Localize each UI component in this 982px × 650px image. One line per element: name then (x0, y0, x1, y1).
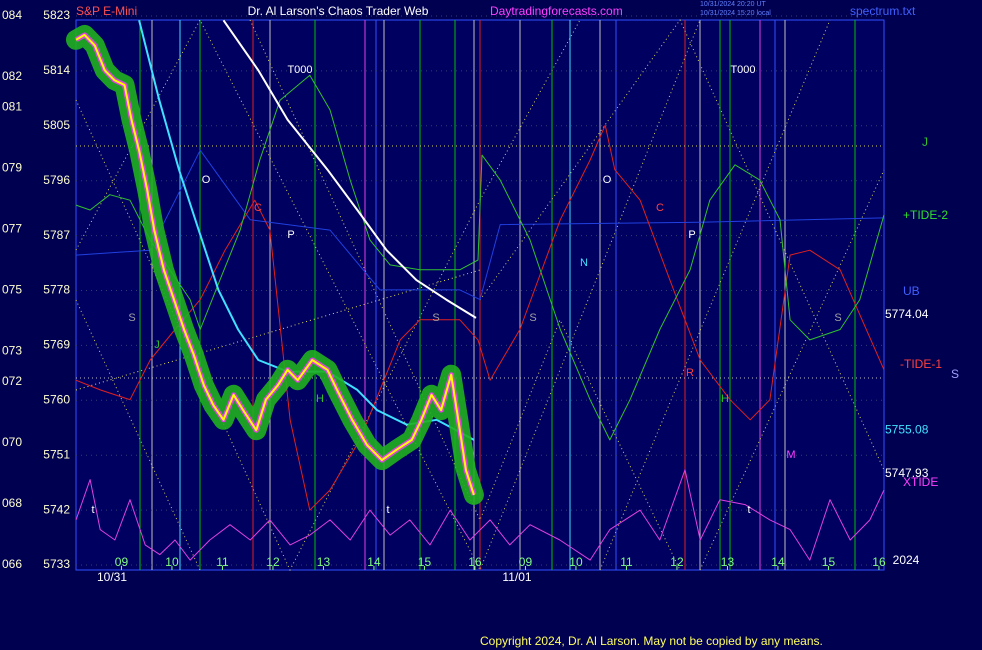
x-tick-label: 15 (418, 555, 432, 569)
y-tick-label: 5769 (43, 338, 70, 352)
diagonal (699, 169, 885, 571)
x-tick-label: 11 (620, 555, 633, 569)
annotation: N (580, 257, 588, 269)
y2-tick-label: 082 (2, 69, 22, 83)
price-label: 5755.08 (885, 422, 929, 436)
series-line (75, 469, 885, 561)
y-tick-label: 5823 (43, 8, 70, 22)
copyright: Copyright 2024, Dr. Al Larson. May not b… (480, 634, 823, 648)
stamp: 10/31/2024 20:20 UT (700, 1, 766, 8)
x-tick-label: 09 (115, 555, 129, 569)
price-label: 5747.93 (885, 466, 929, 480)
right-label: UB (903, 284, 920, 298)
right-label: -TIDE-1 (900, 357, 942, 371)
annotation: O (202, 174, 211, 186)
date-label: 11/01 (502, 570, 531, 584)
y2-tick-label: 084 (2, 8, 22, 22)
x-tick-label: 16 (872, 555, 886, 569)
x-tick-label: 14 (367, 555, 381, 569)
annotation: C (254, 202, 262, 214)
annotation: t (747, 504, 750, 516)
x-tick-label: 12 (670, 555, 684, 569)
x-tick-label: 11 (216, 555, 229, 569)
y2-tick-label: 079 (2, 161, 22, 175)
y-tick-label: 5814 (43, 63, 70, 77)
annotation: C (656, 202, 664, 214)
y2-tick-label: 070 (2, 435, 22, 449)
price-label: 5774.04 (885, 307, 929, 321)
date-label: 2024 (893, 553, 920, 567)
x-tick-label: 16 (468, 555, 482, 569)
series-line (75, 74, 885, 441)
x-tick-label: 10 (569, 555, 583, 569)
subtitle: S&P E-Mini (76, 4, 137, 18)
right-label: S (951, 367, 959, 381)
annotation: P (688, 229, 695, 241)
x-tick-label: 13 (317, 555, 331, 569)
y-tick-label: 5760 (43, 392, 70, 406)
y2-tick-label: 073 (2, 344, 22, 358)
x-tick-label: 12 (266, 555, 280, 569)
annotation: t (386, 504, 389, 516)
x-tick-label: 14 (771, 555, 785, 569)
y-tick-label: 5751 (43, 447, 70, 461)
site: Daytradingforecasts.com (490, 4, 623, 18)
y2-tick-label: 066 (2, 557, 22, 571)
x-tick-label: 15 (822, 555, 836, 569)
x-tick-label: 10 (165, 555, 179, 569)
annotation: R (686, 367, 694, 379)
series-line (222, 19, 477, 319)
annotation: J (154, 339, 160, 351)
diagonal (249, 19, 681, 571)
right-label: XTIDE (903, 475, 938, 489)
annotation: S (834, 312, 841, 324)
x-tick-label: 09 (519, 555, 533, 569)
diagonals (75, 18, 885, 572)
right-label: +TIDE-2 (903, 208, 948, 222)
date-label: 10/31 (97, 570, 127, 584)
y2-tick-label: 075 (2, 283, 22, 297)
cycle-lines (139, 20, 856, 570)
y2-tick-label: 072 (2, 374, 22, 388)
y2-tick-label: 077 (2, 222, 22, 236)
diagonal (75, 299, 201, 571)
chart-title: Dr. Al Larson's Chaos Trader Web (248, 4, 429, 18)
annotation: O (603, 174, 612, 186)
file-name: spectrum.txt (850, 4, 916, 18)
annotation: H (316, 393, 324, 405)
annotation: T000 (730, 64, 755, 76)
y-tick-label: 5733 (43, 557, 70, 571)
y-tick-label: 5787 (43, 228, 70, 242)
y-tick-label: 5796 (43, 173, 70, 187)
annotation: S (529, 312, 536, 324)
annotation: S (432, 312, 439, 324)
y-tick-label: 5805 (43, 118, 70, 132)
diagonal (75, 19, 581, 572)
annotation: t (91, 504, 94, 516)
x-tick-label: 13 (721, 555, 735, 569)
y-tick-label: 5778 (43, 283, 70, 297)
diagonal (479, 19, 885, 471)
stamp: 10/31/2024 15:20 local (700, 10, 771, 17)
annotation: P (287, 229, 294, 241)
right-label: J (922, 135, 928, 149)
y-tick-label: 5742 (43, 502, 70, 516)
y2-tick-label: 068 (2, 496, 22, 510)
diagonal (599, 19, 831, 571)
annotation: M (786, 449, 795, 461)
y2-tick-label: 081 (2, 100, 22, 114)
annotation: S (128, 312, 135, 324)
series-line (75, 33, 475, 496)
annotation: T000 (287, 64, 312, 76)
annotation: H (721, 393, 729, 405)
